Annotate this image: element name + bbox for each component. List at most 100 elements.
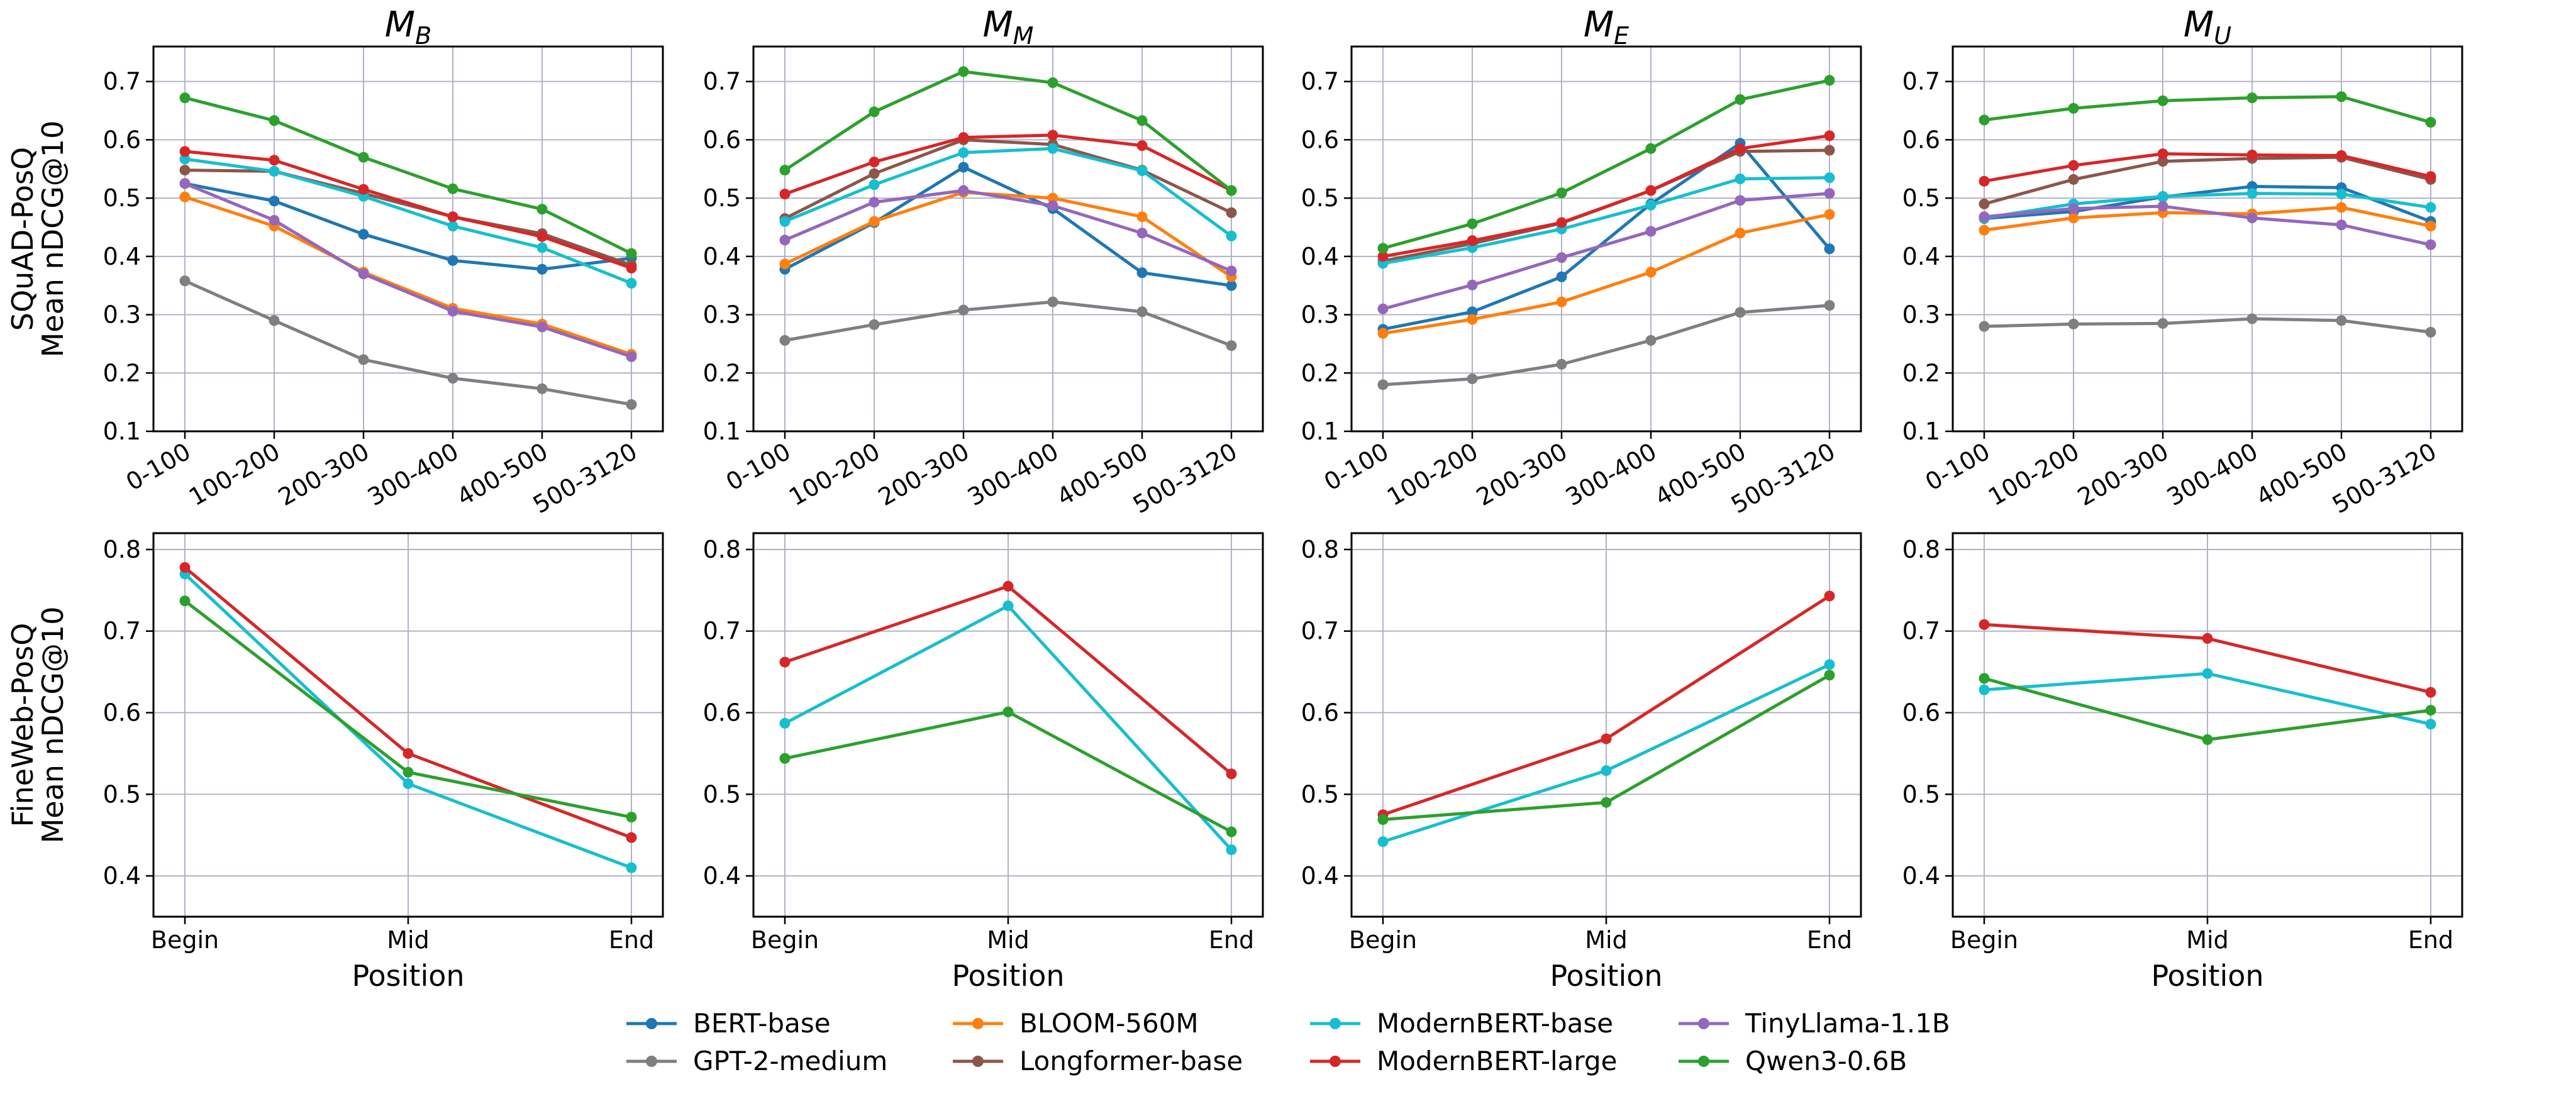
- x-tick-label: 200-300: [2073, 438, 2174, 511]
- y-tick-label: 0.1: [1301, 417, 1339, 445]
- x-tick-label: 100-200: [784, 438, 885, 511]
- data-point: [2246, 213, 2258, 224]
- data-point: [1645, 267, 1657, 278]
- data-point: [2336, 150, 2347, 161]
- data-point: [358, 268, 369, 280]
- data-point: [1645, 143, 1657, 154]
- x-axis-label: Position: [352, 959, 464, 993]
- data-point: [1377, 836, 1389, 848]
- data-point: [958, 147, 969, 158]
- data-point: [1824, 75, 1835, 86]
- panel-1: 0.10.20.30.40.50.60.70-100100-200200-300…: [6, 4, 664, 519]
- data-point: [536, 231, 548, 242]
- plot-frame: [1350, 45, 1862, 433]
- data-point: [1979, 673, 1990, 684]
- plot-frame: [1951, 45, 2463, 433]
- data-point: [1136, 115, 1148, 126]
- data-point: [179, 275, 191, 287]
- series-line-bert-base: [184, 182, 632, 271]
- y-tick-label: 0.5: [1301, 184, 1339, 212]
- data-point: [626, 812, 637, 823]
- data-point: [1047, 130, 1058, 141]
- data-point: [1556, 296, 1567, 307]
- data-point: [2425, 202, 2436, 213]
- y-axis-label: Mean nDCG@10: [36, 121, 70, 358]
- data-point: [1226, 826, 1237, 837]
- data-point: [626, 248, 637, 259]
- data-point: [1226, 844, 1237, 856]
- y-tick-label: 0.7: [703, 68, 741, 96]
- legend-swatch-marker: [972, 1018, 984, 1029]
- legend-item: TinyLlama-1.1B: [1679, 1008, 1950, 1039]
- series-line-qwen3-0-6b: [784, 70, 1233, 192]
- legend-swatch-marker: [972, 1056, 984, 1067]
- data-point: [269, 115, 280, 126]
- x-axis-label: Position: [2151, 959, 2263, 993]
- data-point: [1467, 235, 1478, 246]
- data-point: [1556, 252, 1567, 263]
- y-tick-label: 0.5: [703, 184, 741, 212]
- series-line-modernbert-base: [784, 146, 1233, 238]
- data-point: [358, 152, 369, 163]
- data-point: [1979, 211, 1990, 223]
- data-point: [2246, 92, 2258, 104]
- y-tick-label: 0.8: [1301, 536, 1339, 563]
- y-tick-label: 0.2: [1301, 359, 1339, 387]
- series-line-modernbert-large: [184, 150, 632, 270]
- data-point: [402, 766, 414, 778]
- data-point: [1735, 173, 1746, 184]
- plot-frame: [1350, 532, 1862, 918]
- data-point: [1226, 280, 1237, 291]
- y-tick-label: 0.3: [103, 301, 141, 329]
- panel-title-subscript: M: [1013, 22, 1034, 50]
- series-line-modernbert-large: [1984, 152, 2431, 183]
- data-point: [1226, 265, 1237, 277]
- series-line-tinyllama-1-1b: [784, 189, 1232, 273]
- x-tick-label: Begin: [1950, 926, 2018, 954]
- y-tick-label: 0.8: [1902, 536, 1940, 563]
- data-point: [1136, 228, 1148, 239]
- series-line-modernbert-base: [184, 157, 632, 285]
- data-point: [2336, 189, 2347, 200]
- x-tick-label: Mid: [1585, 926, 1627, 954]
- data-point: [869, 179, 880, 191]
- data-point: [1601, 797, 1612, 808]
- data-point: [2068, 213, 2079, 224]
- data-point: [2425, 326, 2436, 338]
- data-point: [2425, 687, 2436, 698]
- plot-frame: [752, 532, 1264, 918]
- x-tick-label: 300-400: [963, 438, 1063, 511]
- data-point: [869, 197, 880, 208]
- x-tick-label: 100-200: [184, 438, 285, 511]
- data-point: [1601, 765, 1612, 776]
- data-point: [1002, 706, 1014, 717]
- data-point: [1467, 218, 1478, 229]
- series-line-modernbert-base: [1382, 176, 1830, 265]
- y-tick-label: 0.6: [1902, 699, 1940, 727]
- data-point: [1467, 279, 1478, 290]
- y-tick-label: 0.6: [703, 126, 741, 153]
- legend-label: ModernBERT-base: [1377, 1008, 1613, 1039]
- data-point: [1556, 358, 1567, 370]
- legend-item: BERT-base: [626, 1008, 831, 1039]
- data-point: [1735, 143, 1746, 154]
- data-point: [779, 717, 791, 729]
- x-axis-label: Position: [1550, 959, 1662, 993]
- data-point: [626, 399, 637, 410]
- data-point: [358, 354, 369, 365]
- plot-frame: [152, 45, 664, 433]
- series-line-bloom-560m: [1382, 213, 1830, 335]
- legend-swatch-marker: [646, 1018, 657, 1029]
- data-point: [958, 304, 969, 316]
- data-point: [1824, 188, 1835, 199]
- data-point: [779, 165, 791, 176]
- y-tick-label: 0.2: [1902, 359, 1940, 387]
- data-point: [536, 383, 548, 394]
- panel-title-subscript: E: [1614, 22, 1629, 50]
- data-point: [2202, 734, 2213, 745]
- legend-label: Qwen3-0.6B: [1745, 1046, 1907, 1076]
- data-point: [869, 168, 880, 179]
- legend-item: BLOOM-560M: [953, 1008, 1199, 1039]
- data-point: [2425, 239, 2436, 250]
